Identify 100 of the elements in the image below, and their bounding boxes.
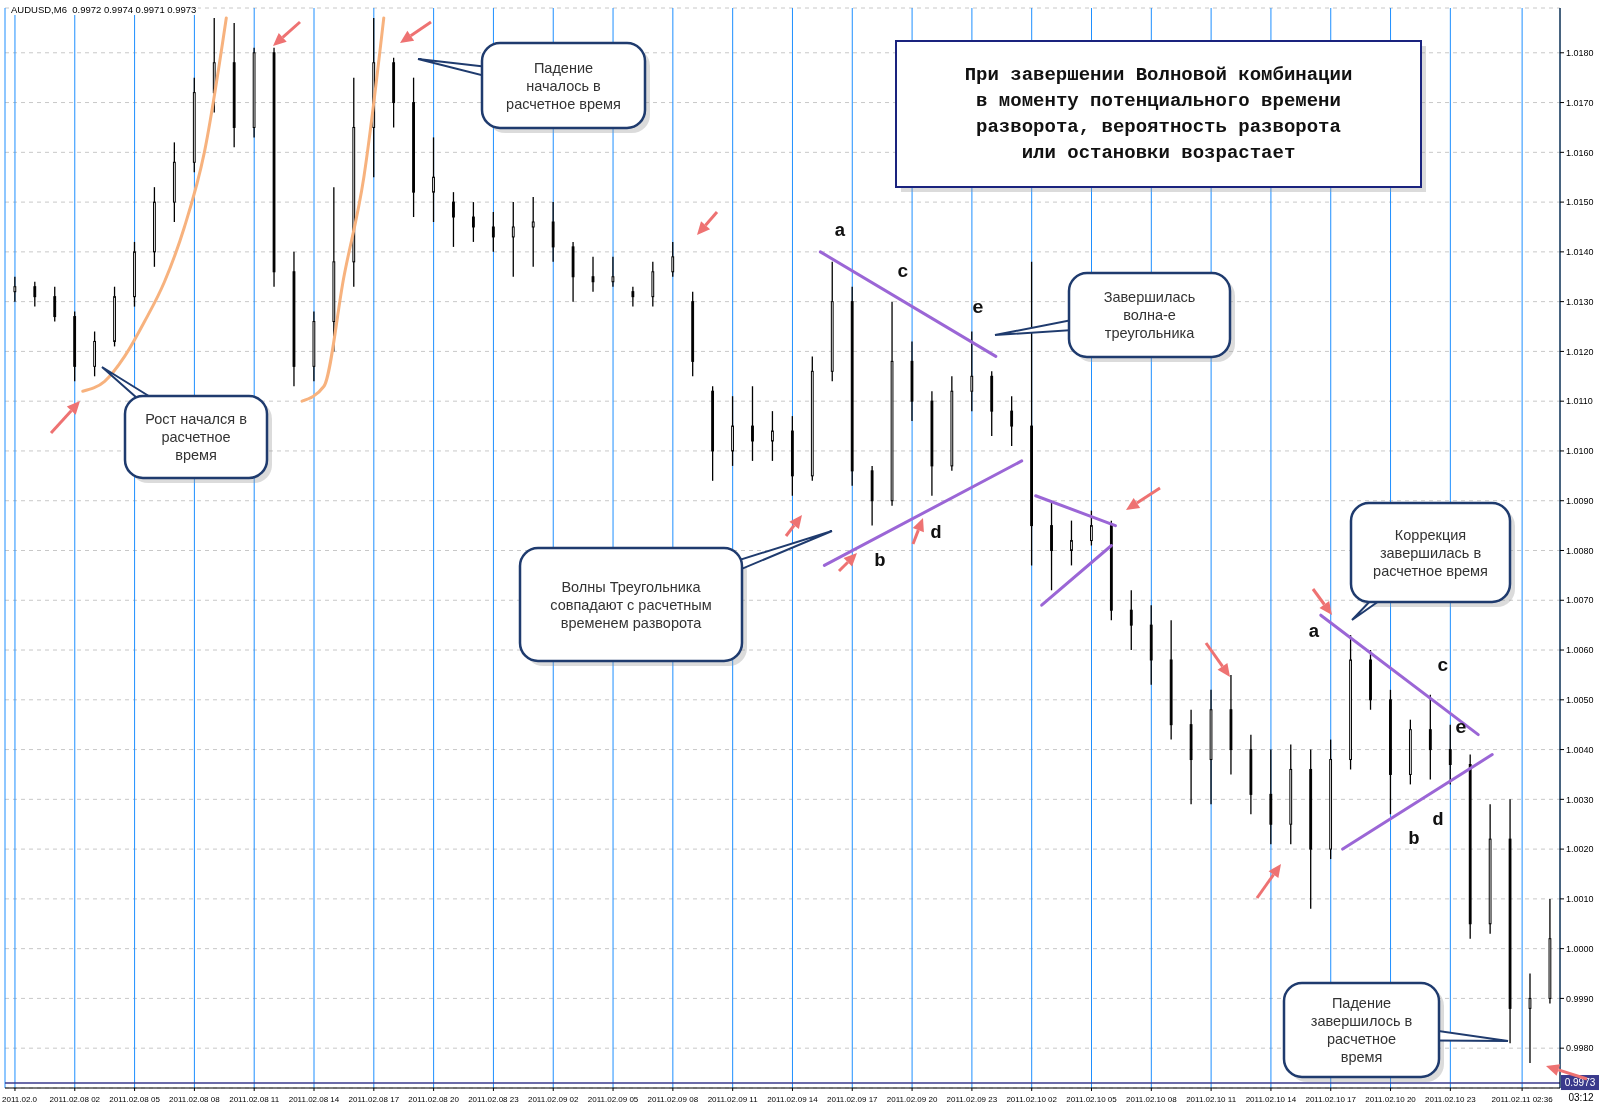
candlestick [731, 395, 734, 467]
candlestick [511, 201, 515, 278]
annotation: e [971, 296, 985, 320]
x-tick-label: 2011.02.10 11 [1186, 1095, 1237, 1104]
x-tick-label: 2011.02.10 02 [1006, 1095, 1058, 1104]
candlestick [1389, 689, 1392, 815]
x-tick-label: 2011.02.10 05 [1066, 1095, 1118, 1104]
annotation: a [833, 219, 847, 243]
y-tick-label: 1.0020 [1566, 844, 1594, 855]
x-tick-label: 2011.02.09 20 [886, 1095, 938, 1104]
annotation: Падение завершилось в расчетное время [1284, 983, 1439, 1077]
annotation: d [1431, 808, 1445, 832]
x-tick-label: 2011.02.09 23 [946, 1095, 998, 1104]
y-tick-label: 1.0140 [1566, 247, 1594, 258]
y-tick-label: 1.0000 [1566, 943, 1594, 954]
candlestick [1528, 972, 1532, 1064]
y-tick-label: 0.9990 [1566, 993, 1594, 1004]
candlestick [472, 201, 475, 243]
x-tick-label: 2011.02.08 23 [468, 1095, 520, 1104]
y-tick-label: 1.0150 [1566, 197, 1594, 208]
x-tick-label: 2011.02.08 08 [169, 1095, 221, 1104]
line-series [300, 16, 386, 403]
x-tick-label: 2011.02.10 20 [1365, 1095, 1417, 1104]
y-tick-label: 1.0030 [1566, 794, 1594, 805]
candlestick [1090, 510, 1093, 547]
annotation: Рост начался в расчетное время [125, 396, 267, 478]
candlestick [771, 410, 774, 462]
y-tick-label: 1.0090 [1566, 495, 1594, 506]
candlestick [113, 286, 116, 348]
x-tick-label: 2011.02.09 17 [826, 1095, 879, 1104]
x-tick-label: 2011.02.09 08 [647, 1095, 699, 1104]
y-tick-label: 1.0010 [1566, 894, 1594, 905]
candlestick [671, 241, 675, 278]
candlestick [531, 196, 535, 268]
candlestick [631, 286, 635, 308]
annotation: b [1407, 827, 1421, 851]
annotation: Падение началось в расчетное время [482, 43, 645, 128]
y-tick-label: 1.0160 [1566, 147, 1594, 158]
x-tick-label: 2011.02.10 17 [1305, 1095, 1357, 1104]
candlestick [591, 256, 595, 293]
annotation: e [1454, 716, 1468, 740]
candlestick [1030, 261, 1033, 567]
y-tick-label: 1.0070 [1566, 595, 1594, 606]
y-tick-label: 1.0180 [1566, 47, 1594, 58]
candlestick [1448, 724, 1452, 786]
candlestick [53, 286, 57, 323]
candlestick [412, 77, 415, 218]
candlestick [1129, 589, 1133, 651]
annotation: Коррекция завершилась в расчетное время [1351, 503, 1510, 602]
candlestick [1428, 694, 1432, 781]
candlestick [33, 281, 37, 308]
x-tick-label: 2011.02.0 [2, 1095, 38, 1104]
candlestick [711, 385, 715, 482]
x-tick-label: 2011.02.08 02 [49, 1095, 101, 1104]
candlestick [1050, 500, 1053, 591]
y-tick-label: 1.0110 [1566, 396, 1593, 407]
y-tick-label: 1.0170 [1566, 97, 1594, 108]
candlestick [133, 241, 136, 308]
y-tick-label: 1.0040 [1566, 744, 1594, 755]
candlestick [491, 211, 495, 253]
candlestick [153, 186, 156, 268]
x-tick-label: 2011.02.10 23 [1425, 1095, 1477, 1104]
y-tick-label: 1.0120 [1566, 346, 1594, 357]
candlestick [452, 191, 455, 248]
candlestick [751, 385, 754, 462]
x-tick-label: 2011.02.08 20 [408, 1095, 460, 1104]
y-tick-label: 0.9980 [1566, 1043, 1594, 1054]
y-tick-label: 1.0130 [1566, 296, 1594, 307]
x-tick-label: 2011.02.08 05 [109, 1095, 161, 1104]
candlestick [970, 330, 974, 412]
x-tick-label: 2011.02.08 17 [348, 1095, 400, 1104]
candlestick [93, 330, 97, 377]
x-tick-label: 2011.02.08 11 [229, 1095, 280, 1104]
candlestick [1349, 634, 1352, 771]
y-tick-label: 1.0060 [1566, 645, 1594, 656]
candlestick [1070, 519, 1073, 567]
candlestick [1408, 719, 1412, 786]
x-tick-label: 2011.02.09 14 [767, 1095, 819, 1104]
candlestick [611, 256, 615, 288]
ref-line-label: 0.9973 [1564, 1077, 1596, 1089]
chart-title: AUDUSD,M6 0.9972 0.9974 0.9971 0.9973 [9, 4, 199, 15]
x-tick-label: 2011.02.09 02 [527, 1095, 580, 1104]
candlestick [13, 276, 17, 303]
text: 03:12 [1567, 1092, 1595, 1103]
annotation: a [1307, 620, 1321, 644]
candlestick [432, 136, 435, 223]
annotation: Волны Треугольника совпадают с расчетным временем разворота [520, 548, 742, 661]
x-tick-label: 2011.02.08 14 [288, 1095, 340, 1104]
annotation: c [896, 260, 910, 284]
candlestick [1369, 649, 1372, 711]
candlestick [1010, 395, 1014, 447]
x-tick-label: 2011.02.09 05 [587, 1095, 639, 1104]
y-tick-label: 1.0100 [1566, 446, 1594, 457]
x-tick-label: 2011.02.09 11 [707, 1095, 759, 1104]
x-tick-label: 2011.02.10 14 [1245, 1095, 1297, 1104]
line-series [81, 16, 228, 393]
x-tick-label: 2011.02.11 02:36 [1491, 1095, 1554, 1104]
annotation: d [929, 521, 943, 545]
x-tick-label: 2011.02.10 08 [1126, 1095, 1178, 1104]
y-tick-label: 1.0080 [1566, 545, 1594, 556]
